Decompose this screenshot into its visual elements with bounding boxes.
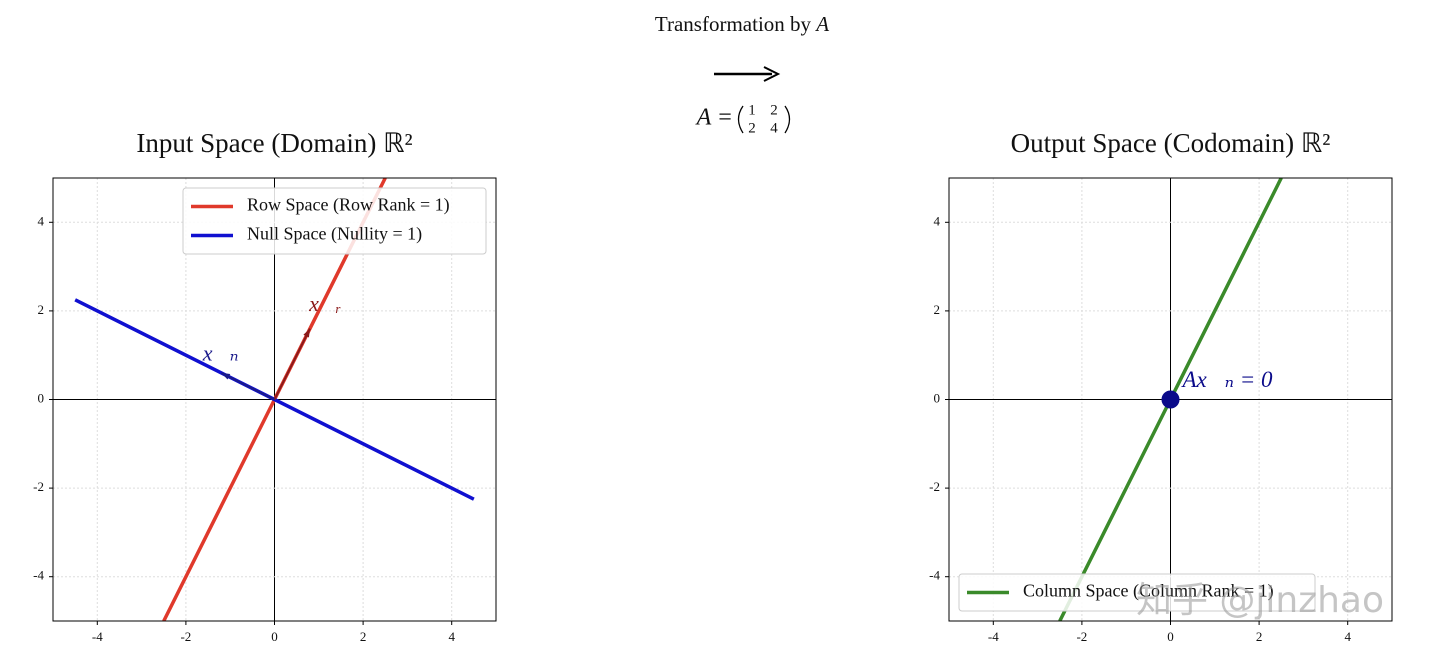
x-tick-label: -4 xyxy=(988,629,999,644)
paren-right xyxy=(784,105,791,134)
y-tick-label: 4 xyxy=(38,213,45,228)
vector-label: x⃗ₙ xyxy=(202,341,239,366)
vector xyxy=(220,372,275,401)
subplot: Input Space (Domain) ℝ² -4 -2 0 2 4 -4 -2 0 2 4 x⃗ᵣ… xyxy=(33,128,497,644)
axes-frame xyxy=(52,177,497,622)
x-tick-label: 4 xyxy=(448,629,455,644)
matrix-entry: 2 xyxy=(748,120,756,136)
y-tick-label: 4 xyxy=(934,213,941,228)
point-label: Ax⃗ₙ = 0⃗ xyxy=(1181,367,1291,392)
y-tick-label: 0 xyxy=(38,390,45,405)
y-tick-label: 0 xyxy=(934,390,941,405)
y-tick-label: -4 xyxy=(929,568,940,583)
matrix-entry: 4 xyxy=(770,120,778,136)
y-tick-label: 2 xyxy=(934,302,941,317)
transformation-title: Transformation by A xyxy=(655,12,829,36)
legend-box xyxy=(958,573,1316,612)
x-tick-label: -2 xyxy=(180,629,191,644)
y-tick-label: -2 xyxy=(929,479,940,494)
x-tick-label: 4 xyxy=(1344,629,1351,644)
x-tick-label: 0 xyxy=(271,629,278,644)
x-tick-label: 2 xyxy=(1256,629,1263,644)
matrix-name: A = xyxy=(695,105,733,131)
x-tick-label: -2 xyxy=(1076,629,1087,644)
x-tick-label: 2 xyxy=(360,629,367,644)
y-tick-label: -4 xyxy=(33,568,44,583)
legend-label: Row Space (Row Rank = 1) xyxy=(247,195,450,216)
point xyxy=(1161,390,1180,409)
watermark: 知乎 @jinzhao xyxy=(1136,580,1384,621)
paren-left xyxy=(737,105,744,134)
title-text: Transformation by xyxy=(655,12,812,36)
subplot: Output Space (Codomain) ℝ² -4 -2 0 2 4 -4 -2 0 2 4… xyxy=(929,128,1393,644)
vector-head xyxy=(221,372,231,380)
x-tick-label: -4 xyxy=(92,629,103,644)
axes-frame xyxy=(948,177,1393,622)
subplot-title: Input Space (Domain) ℝ² xyxy=(136,128,412,158)
title-symbol: A xyxy=(814,12,829,36)
vector-head xyxy=(303,328,310,338)
legend-label: Null Space (Nullity = 1) xyxy=(247,224,422,245)
matrix-entry: 2 xyxy=(770,102,778,118)
x-tick-label: 0 xyxy=(1167,629,1174,644)
vector xyxy=(273,328,311,400)
legend-box xyxy=(182,187,487,255)
vector-label: x⃗ᵣ xyxy=(308,291,341,316)
arrow-head xyxy=(763,66,781,82)
subplot-title: Output Space (Codomain) ℝ² xyxy=(1011,128,1331,158)
y-tick-label: -2 xyxy=(33,479,44,494)
legend-label: Column Space (Column Rank = 1) xyxy=(1023,581,1274,602)
y-tick-label: 2 xyxy=(38,302,45,317)
matrix-entry: 1 xyxy=(748,102,756,118)
